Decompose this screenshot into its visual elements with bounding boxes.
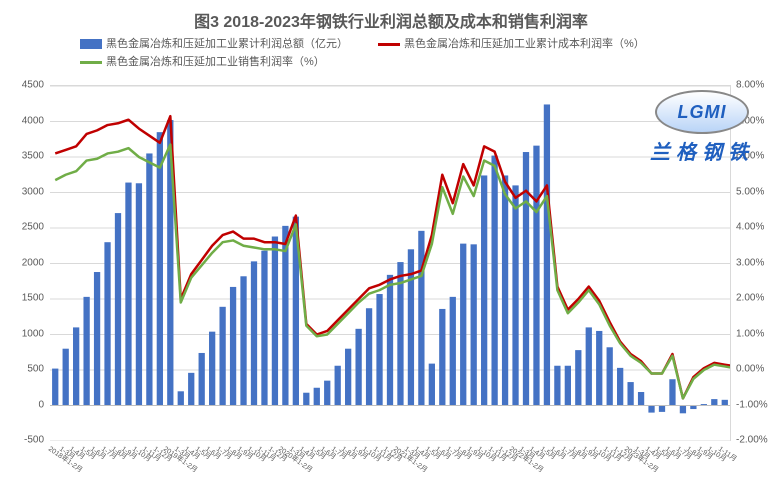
legend-cost: 黑色金属冶炼和压延加工业累计成本利润率（%） — [378, 35, 645, 53]
logo-code: LGMI — [678, 102, 727, 123]
logo: LGMI 兰格钢铁 — [647, 90, 757, 165]
plot-area — [50, 85, 731, 441]
legend-bar: 黑色金属冶炼和压延加工业累计利润总额（亿元） — [80, 35, 348, 53]
legend-sales-label: 黑色金属冶炼和压延加工业销售利润率（%） — [106, 53, 325, 71]
legend-sales: 黑色金属冶炼和压延加工业销售利润率（%） — [80, 53, 325, 71]
chart-container: 图3 2018-2023年钢铁行业利润总额及成本和销售利润率 黑色金属冶炼和压延… — [0, 0, 782, 500]
logo-name: 兰格钢铁 — [647, 136, 757, 165]
chart-title: 图3 2018-2023年钢铁行业利润总额及成本和销售利润率 — [0, 8, 782, 32]
legend-bar-label: 黑色金属冶炼和压延加工业累计利润总额（亿元） — [106, 35, 348, 53]
y-axis-left: -500050010001500200025003000350040004500 — [0, 85, 48, 440]
legend-cost-label: 黑色金属冶炼和压延加工业累计成本利润率（%） — [404, 35, 645, 53]
plot-svg — [50, 86, 730, 441]
logo-icon: LGMI — [655, 90, 749, 134]
legend: 黑色金属冶炼和压延加工业累计利润总额（亿元） 黑色金属冶炼和压延加工业累计成本利… — [80, 35, 645, 71]
x-axis: 2018年1-2月1-3月1-4月1-5月1-6月1-7月1-8月1-9月1-1… — [50, 442, 730, 497]
